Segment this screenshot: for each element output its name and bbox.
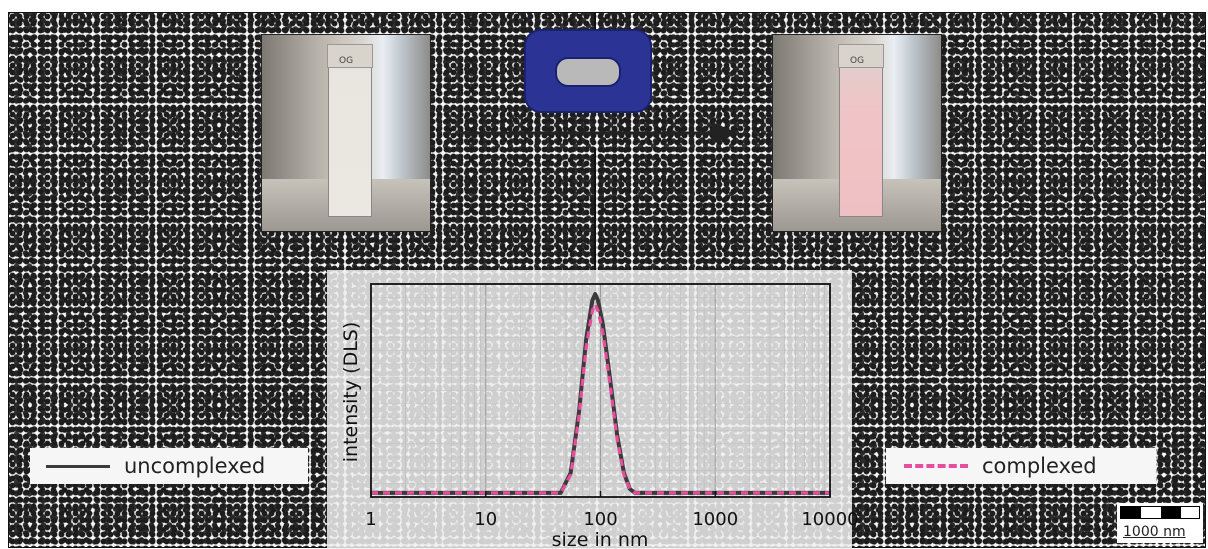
legend-swatch-solid [46, 464, 110, 468]
x-tick-label: 1 [365, 509, 376, 530]
cuvette-label: OG [339, 56, 354, 66]
x-axis-label: size in nm [552, 529, 649, 549]
macrocycle-cavity [555, 57, 621, 87]
x-tick-label: 10000 [801, 509, 858, 530]
x-axis-ticks: 1 10 100 1000 10000 [365, 491, 859, 530]
cuvette-photo-uncomplexed: OG [261, 34, 431, 232]
chart-series [371, 292, 830, 495]
y-axis-label: intensity (DLS) [340, 322, 362, 463]
x-tick-label: 1000 [692, 509, 738, 530]
scale-bar-label: 1000 nm [1123, 524, 1186, 540]
scale-bar-graphic [1120, 506, 1200, 519]
series-line-complexed [371, 302, 830, 495]
x-tick-label: 10 [474, 509, 497, 530]
legend-label-complexed: complexed [982, 454, 1097, 478]
chart-grid [370, 284, 830, 497]
legend-complexed: complexed [886, 448, 1156, 484]
legend-uncomplexed: uncomplexed [30, 448, 308, 484]
cuvette-photo-complexed: OG [772, 34, 942, 232]
legend-label-uncomplexed: uncomplexed [124, 454, 266, 478]
legend-swatch-dashed [904, 464, 968, 468]
cuvette-label: OG [850, 56, 865, 66]
reaction-arrow-head [712, 122, 738, 144]
x-tick-label: 100 [583, 509, 617, 530]
scale-bar: 1000 nm [1117, 503, 1203, 543]
